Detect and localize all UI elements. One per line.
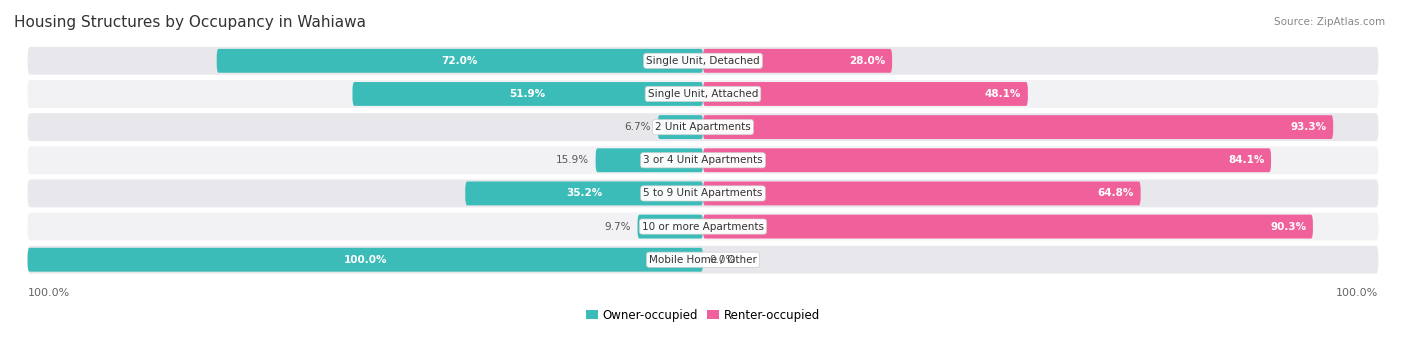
Text: 0.0%: 0.0% xyxy=(710,255,735,265)
FancyBboxPatch shape xyxy=(703,49,893,73)
Text: 35.2%: 35.2% xyxy=(567,189,602,198)
FancyBboxPatch shape xyxy=(217,49,703,73)
Legend: Owner-occupied, Renter-occupied: Owner-occupied, Renter-occupied xyxy=(581,304,825,326)
FancyBboxPatch shape xyxy=(703,214,1313,238)
FancyBboxPatch shape xyxy=(703,115,1333,139)
Text: Mobile Home / Other: Mobile Home / Other xyxy=(650,255,756,265)
Text: 9.7%: 9.7% xyxy=(605,222,631,232)
FancyBboxPatch shape xyxy=(28,213,1378,240)
FancyBboxPatch shape xyxy=(28,113,1378,141)
Text: 64.8%: 64.8% xyxy=(1098,189,1133,198)
Text: 10 or more Apartments: 10 or more Apartments xyxy=(643,222,763,232)
Text: 72.0%: 72.0% xyxy=(441,56,478,66)
Text: 51.9%: 51.9% xyxy=(509,89,546,99)
FancyBboxPatch shape xyxy=(28,146,1378,174)
Text: 100.0%: 100.0% xyxy=(1336,288,1378,298)
FancyBboxPatch shape xyxy=(28,47,1378,75)
FancyBboxPatch shape xyxy=(703,148,1271,172)
Text: Source: ZipAtlas.com: Source: ZipAtlas.com xyxy=(1274,17,1385,27)
Text: 15.9%: 15.9% xyxy=(555,155,589,165)
FancyBboxPatch shape xyxy=(596,148,703,172)
FancyBboxPatch shape xyxy=(353,82,703,106)
Text: 100.0%: 100.0% xyxy=(28,288,70,298)
FancyBboxPatch shape xyxy=(703,82,1028,106)
FancyBboxPatch shape xyxy=(28,248,703,272)
Text: 6.7%: 6.7% xyxy=(624,122,651,132)
FancyBboxPatch shape xyxy=(703,181,1140,205)
Text: Housing Structures by Occupancy in Wahiawa: Housing Structures by Occupancy in Wahia… xyxy=(14,15,366,30)
FancyBboxPatch shape xyxy=(28,80,1378,108)
Text: 2 Unit Apartments: 2 Unit Apartments xyxy=(655,122,751,132)
Text: Single Unit, Detached: Single Unit, Detached xyxy=(647,56,759,66)
Text: 84.1%: 84.1% xyxy=(1227,155,1264,165)
FancyBboxPatch shape xyxy=(658,115,703,139)
Text: 3 or 4 Unit Apartments: 3 or 4 Unit Apartments xyxy=(643,155,763,165)
FancyBboxPatch shape xyxy=(28,246,1378,273)
Text: 90.3%: 90.3% xyxy=(1270,222,1306,232)
Text: 93.3%: 93.3% xyxy=(1291,122,1326,132)
Text: Single Unit, Attached: Single Unit, Attached xyxy=(648,89,758,99)
Text: 48.1%: 48.1% xyxy=(984,89,1021,99)
Text: 5 to 9 Unit Apartments: 5 to 9 Unit Apartments xyxy=(644,189,762,198)
FancyBboxPatch shape xyxy=(637,214,703,238)
FancyBboxPatch shape xyxy=(465,181,703,205)
FancyBboxPatch shape xyxy=(28,179,1378,207)
Text: 100.0%: 100.0% xyxy=(343,255,387,265)
Text: 28.0%: 28.0% xyxy=(849,56,886,66)
